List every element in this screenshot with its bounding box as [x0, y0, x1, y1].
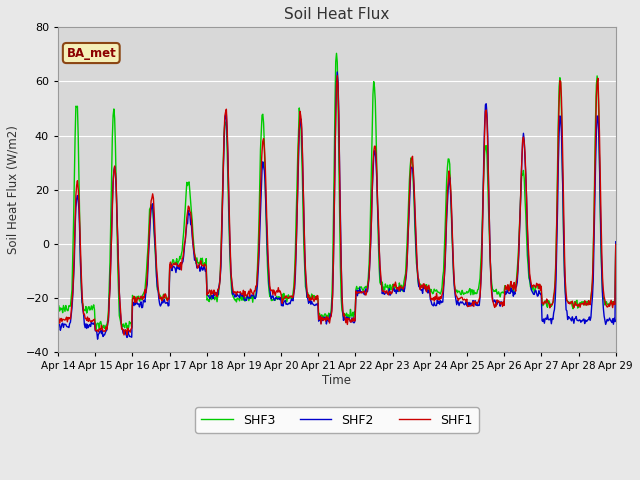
SHF3 — [64, 308, 72, 313]
SHF3 — [422, 282, 430, 288]
SHF2 — [612, 239, 620, 245]
SHF3 — [333, 50, 340, 56]
SHF1 — [64, 314, 72, 320]
SHF1 — [120, 332, 128, 338]
Line: SHF3: SHF3 — [58, 53, 616, 329]
SHF3 — [209, 294, 216, 300]
SHF1 — [209, 291, 216, 297]
Text: BA_met: BA_met — [67, 47, 116, 60]
SHF3 — [406, 164, 414, 169]
SHF2 — [422, 288, 430, 294]
SHF2 — [64, 324, 72, 330]
X-axis label: Time: Time — [323, 374, 351, 387]
SHF3 — [179, 238, 187, 243]
SHF1 — [54, 314, 62, 320]
SHF1 — [122, 327, 130, 333]
SHF2 — [406, 181, 414, 187]
SHF1 — [333, 73, 341, 79]
SHF1 — [612, 241, 620, 247]
SHF2 — [209, 293, 216, 299]
SHF3 — [92, 326, 100, 332]
Line: SHF2: SHF2 — [58, 72, 616, 339]
Y-axis label: Soil Heat Flux (W/m2): Soil Heat Flux (W/m2) — [7, 125, 20, 254]
SHF3 — [122, 320, 130, 326]
Legend: SHF3, SHF2, SHF1: SHF3, SHF2, SHF1 — [195, 407, 479, 433]
Title: Soil Heat Flux: Soil Heat Flux — [284, 7, 390, 22]
SHF2 — [179, 259, 187, 264]
SHF1 — [179, 255, 187, 261]
SHF3 — [612, 240, 620, 245]
SHF2 — [122, 333, 130, 338]
Line: SHF1: SHF1 — [58, 76, 616, 335]
SHF3 — [54, 309, 62, 314]
SHF2 — [54, 320, 62, 326]
SHF2 — [333, 69, 341, 75]
SHF2 — [93, 336, 101, 342]
SHF1 — [422, 289, 430, 295]
SHF1 — [406, 174, 414, 180]
